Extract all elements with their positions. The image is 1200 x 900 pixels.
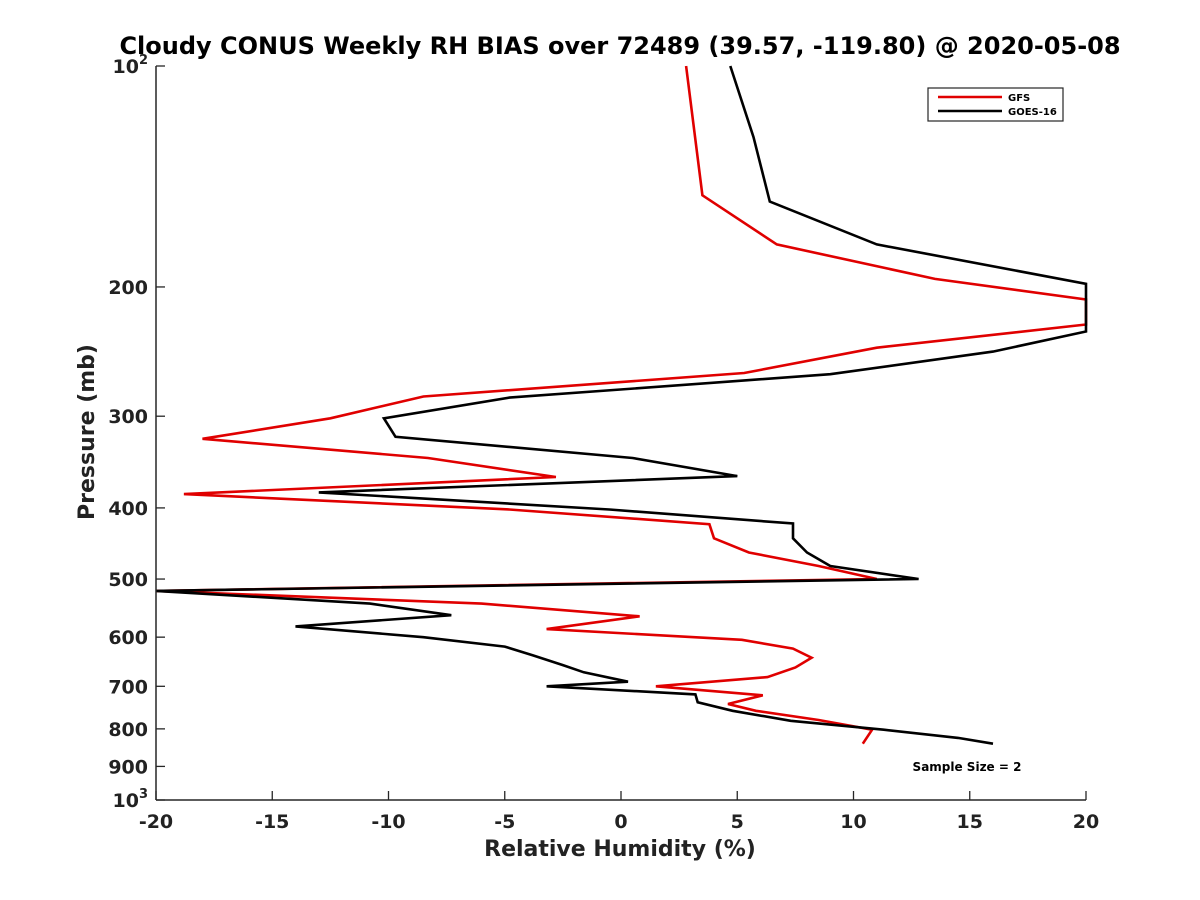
x-tick-label: -10 [371, 811, 405, 833]
y-tick-label: 200 [108, 277, 148, 299]
chart-title: Cloudy CONUS Weekly RH BIAS over 72489 (… [119, 32, 1120, 60]
y-tick-label: 400 [108, 498, 148, 520]
x-tick-label: -20 [139, 811, 173, 833]
y-tick-label: 800 [108, 719, 148, 741]
y-tick-label: 102 [113, 53, 149, 78]
x-tick-label: 10 [840, 811, 866, 833]
legend-entry: GFS [1008, 93, 1030, 104]
x-tick-label: -15 [255, 811, 289, 833]
y-tick-label: 500 [108, 569, 148, 591]
y-tick-label: 103 [113, 787, 149, 812]
series-line-goes-16 [155, 65, 1088, 745]
y-axis-ticks: 102 200 300 400 500 600 700 800 900 103 [108, 53, 165, 812]
y-axis-label: Pressure (mb) [75, 344, 100, 520]
plot-lines [155, 65, 1088, 745]
x-tick-label: 15 [957, 811, 983, 833]
series-line-gfs [155, 65, 1088, 745]
x-axis-label: Relative Humidity (%) [484, 837, 756, 862]
y-tick-label: 900 [108, 756, 148, 778]
y-tick-label: 600 [108, 627, 148, 649]
x-tick-label: 0 [614, 811, 627, 833]
legend-entry: GOES-16 [1008, 107, 1057, 118]
legend-box [927, 87, 1064, 122]
y-tick-label: 700 [108, 676, 148, 698]
sample-size-annotation: Sample Size = 2 [913, 760, 1022, 774]
legend: GFS GOES-16 [927, 87, 1064, 122]
x-tick-label: -5 [494, 811, 515, 833]
y-tick-label: 300 [108, 406, 148, 428]
x-axis-ticks: -20 -15 -10 -5 0 5 10 15 20 [139, 791, 1099, 833]
x-tick-label: 20 [1073, 811, 1099, 833]
x-tick-label: 5 [731, 811, 744, 833]
